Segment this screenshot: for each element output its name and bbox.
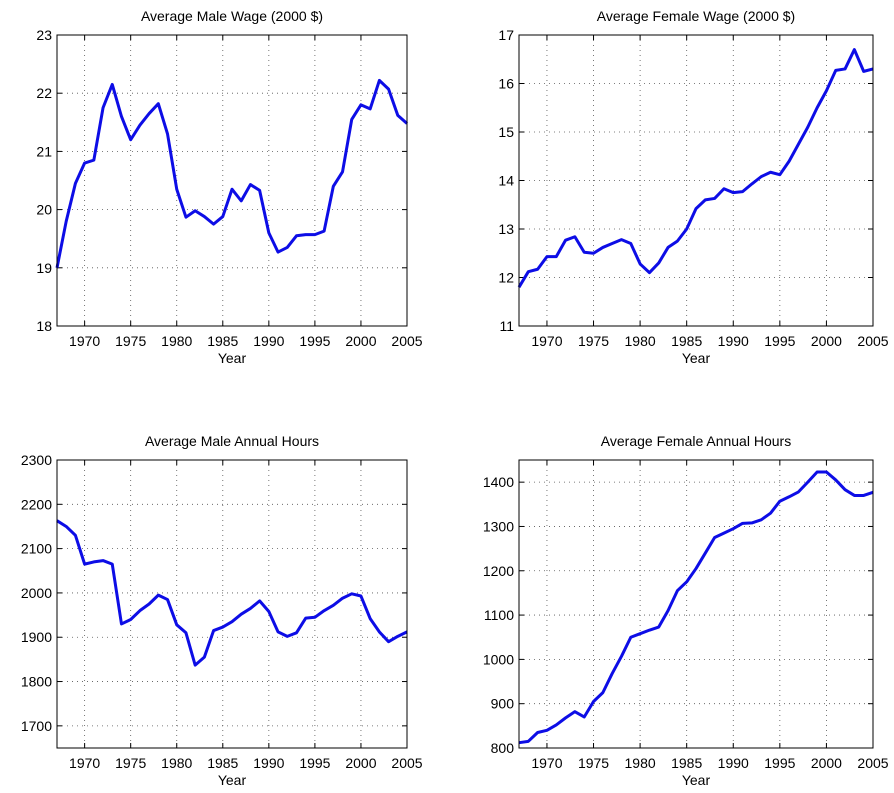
x-tick-label: 1970	[69, 333, 100, 349]
y-tick-label: 12	[498, 270, 514, 286]
x-axis-label: Year	[682, 772, 711, 788]
x-tick-label: 2005	[391, 755, 422, 771]
data-line	[518, 470, 874, 745]
x-tick-label: 2000	[811, 333, 842, 349]
y-tick-label: 14	[498, 173, 514, 189]
data-line	[517, 48, 874, 288]
x-tick-label: 2000	[345, 755, 376, 771]
chart-title: Average Male Wage (2000 $)	[141, 8, 323, 24]
x-tick-label: 2000	[345, 333, 376, 349]
x-tick-label: 1995	[299, 333, 330, 349]
axes-frame	[518, 34, 874, 327]
y-tick-label: 1100	[484, 607, 514, 623]
y-tick-label: 15	[498, 124, 514, 140]
x-tick-label: 1970	[531, 333, 562, 349]
y-tick-label: 11	[499, 318, 514, 334]
y-tick-label: 900	[491, 696, 515, 712]
y-tick-label: 1200	[483, 563, 514, 579]
plot-area	[57, 35, 407, 326]
x-tick-label: 1970	[531, 755, 562, 771]
y-tick-label: 2000	[21, 585, 52, 601]
x-tick-label: 1980	[625, 333, 656, 349]
y-tick-label: 2100	[21, 541, 52, 557]
x-tick-label: 1990	[718, 755, 749, 771]
x-tick-label: 1990	[253, 755, 284, 771]
y-tick-label: 18	[36, 318, 52, 334]
y-tick-label: 19	[36, 260, 52, 276]
x-tick-label: 2005	[391, 333, 422, 349]
chart-title: Average Female Annual Hours	[601, 433, 791, 449]
x-tick-label: 1980	[161, 333, 192, 349]
x-axis-label: Year	[682, 350, 711, 366]
x-tick-label: 1990	[718, 333, 749, 349]
y-tick-label: 1000	[483, 651, 514, 667]
x-tick-label: 1995	[299, 755, 330, 771]
chart-title: Average Male Annual Hours	[145, 433, 319, 449]
plot-area	[519, 460, 873, 748]
x-tick-label: 2000	[811, 755, 842, 771]
x-tick-label: 1980	[625, 755, 656, 771]
axes-frame	[518, 459, 874, 749]
axes-frame	[56, 459, 408, 749]
x-tick-label: 1985	[671, 755, 702, 771]
y-tick-label: 23	[36, 27, 52, 43]
plot-area	[57, 460, 407, 748]
x-tick-label: 2005	[857, 333, 888, 349]
y-tick-label: 2300	[21, 452, 52, 468]
x-tick-label: 1985	[207, 755, 238, 771]
data-line	[56, 519, 408, 667]
x-axis-label: Year	[218, 772, 247, 788]
x-tick-label: 1995	[764, 755, 795, 771]
x-tick-label: 1985	[671, 333, 702, 349]
y-tick-label: 20	[36, 202, 52, 218]
y-tick-label: 1800	[21, 674, 52, 690]
x-axis-label: Year	[218, 350, 247, 366]
x-tick-label: 1975	[115, 333, 146, 349]
data-line	[55, 78, 408, 269]
y-tick-label: 22	[36, 85, 52, 101]
x-tick-label: 1975	[578, 333, 609, 349]
x-tick-label: 1985	[207, 333, 238, 349]
y-tick-label: 1300	[483, 518, 514, 534]
axes-frame	[56, 34, 408, 327]
x-tick-label: 1975	[115, 755, 146, 771]
x-tick-label: 1995	[764, 333, 795, 349]
y-tick-label: 1900	[21, 629, 52, 645]
y-tick-label: 13	[498, 221, 514, 237]
x-tick-label: 1975	[578, 755, 609, 771]
x-tick-label: 1990	[253, 333, 284, 349]
y-tick-label: 800	[491, 740, 515, 756]
x-tick-label: 1980	[161, 755, 192, 771]
y-tick-label: 1400	[483, 474, 514, 490]
x-tick-label: 2005	[857, 755, 888, 771]
y-tick-label: 2200	[21, 496, 52, 512]
y-tick-label: 17	[498, 27, 514, 43]
y-tick-label: 16	[498, 76, 514, 92]
chart-title: Average Female Wage (2000 $)	[597, 8, 795, 24]
x-tick-label: 1970	[69, 755, 100, 771]
y-tick-label: 21	[36, 143, 52, 159]
y-tick-label: 1700	[21, 718, 52, 734]
